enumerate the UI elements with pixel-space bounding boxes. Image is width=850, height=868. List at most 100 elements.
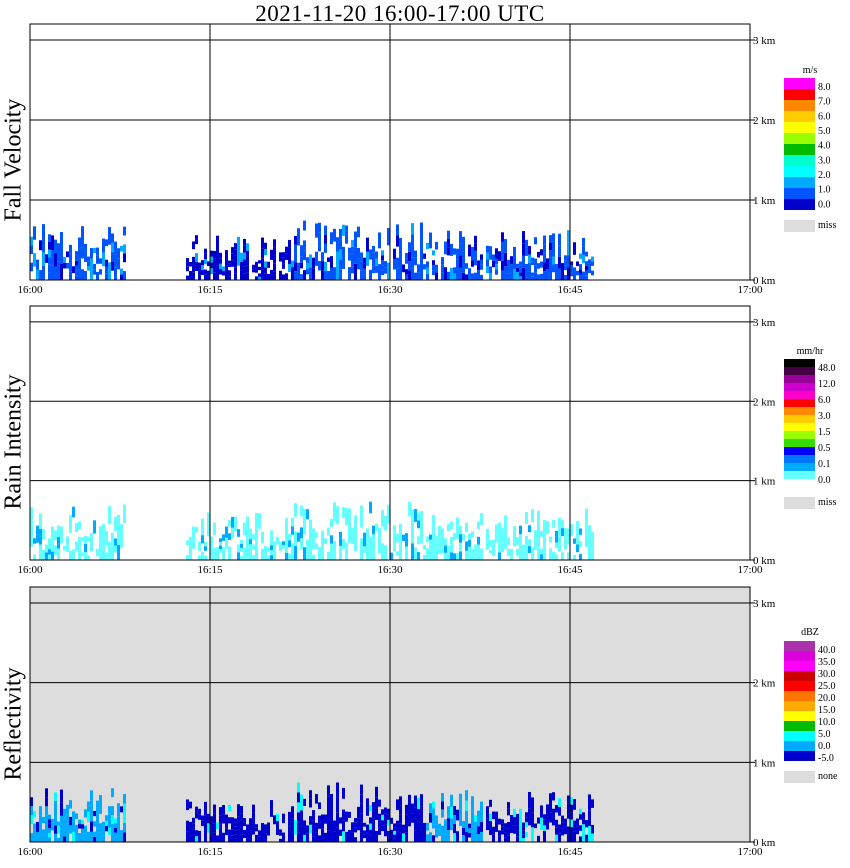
echo-cell bbox=[318, 822, 321, 829]
echo-cell bbox=[567, 795, 570, 804]
echo-cell bbox=[579, 269, 582, 275]
echo-cell bbox=[249, 549, 252, 555]
echo-cell bbox=[510, 815, 513, 825]
echo-cell bbox=[504, 832, 507, 838]
echo-cell bbox=[264, 261, 267, 268]
echo-cell bbox=[423, 554, 426, 560]
echo-cell bbox=[90, 248, 93, 259]
echo-cell bbox=[453, 273, 456, 280]
echo-cell bbox=[300, 794, 303, 811]
legend-label: 48.0 bbox=[818, 363, 836, 374]
legend-swatch bbox=[784, 455, 815, 463]
echo-cell bbox=[309, 254, 312, 268]
echo-cell bbox=[237, 236, 240, 252]
echo-cell bbox=[366, 237, 369, 252]
echo-cell bbox=[39, 544, 42, 553]
echo-cell bbox=[396, 551, 399, 556]
y-tick-label: 0 km bbox=[753, 275, 776, 287]
echo-cell bbox=[510, 824, 513, 834]
echo-cell bbox=[555, 834, 558, 842]
echo-cell bbox=[288, 247, 291, 256]
echo-cell bbox=[321, 542, 324, 549]
echo-cell bbox=[348, 508, 351, 526]
echo-cell bbox=[360, 549, 363, 560]
x-tick-label: 16:30 bbox=[377, 284, 403, 296]
echo-cell bbox=[489, 799, 492, 807]
echo-cell bbox=[360, 822, 363, 833]
echo-cell bbox=[489, 813, 492, 821]
legend-label: 0.0 bbox=[818, 741, 831, 752]
legend-swatch bbox=[784, 671, 815, 681]
echo-cell bbox=[114, 516, 117, 524]
echo-cell bbox=[525, 247, 528, 256]
echo-cell bbox=[303, 270, 306, 280]
echo-cell bbox=[564, 549, 567, 560]
echo-cell bbox=[228, 817, 231, 824]
echo-cell bbox=[378, 232, 381, 249]
echo-cell bbox=[198, 546, 201, 551]
echo-cell bbox=[507, 835, 510, 842]
echo-cell bbox=[288, 263, 291, 272]
echo-cell bbox=[249, 528, 252, 534]
echo-cell bbox=[372, 810, 375, 819]
echo-cell bbox=[93, 520, 96, 534]
echo-cell bbox=[504, 526, 507, 538]
echo-cell bbox=[342, 246, 345, 258]
echo-cell bbox=[375, 830, 378, 842]
echo-cell bbox=[462, 272, 465, 280]
echo-cell bbox=[474, 552, 477, 557]
y-tick-label: 1 km bbox=[753, 757, 776, 769]
echo-cell bbox=[228, 829, 231, 836]
echo-cell bbox=[291, 267, 294, 274]
echo-cell bbox=[579, 264, 582, 270]
echo-cell bbox=[567, 826, 570, 835]
echo-cell bbox=[312, 810, 315, 816]
echo-cell bbox=[75, 522, 78, 533]
echo-cell bbox=[33, 538, 36, 544]
echo-cell bbox=[261, 537, 264, 544]
echo-cell bbox=[552, 817, 555, 826]
echo-cell bbox=[369, 829, 372, 836]
echo-cell bbox=[99, 269, 102, 275]
echo-cell bbox=[333, 502, 336, 513]
echo-cell bbox=[96, 828, 99, 842]
echo-cell bbox=[462, 534, 465, 541]
echo-cell bbox=[102, 238, 105, 253]
echo-cell bbox=[297, 802, 300, 813]
echo-cell bbox=[381, 814, 384, 821]
echo-cell bbox=[288, 239, 291, 248]
echo-cell bbox=[408, 242, 411, 252]
echo-cell bbox=[549, 554, 552, 560]
echo-cell bbox=[234, 834, 237, 839]
echo-cell bbox=[438, 531, 441, 538]
echo-cell bbox=[585, 265, 588, 271]
echo-cell bbox=[435, 241, 438, 250]
echo-cell bbox=[507, 802, 510, 809]
legend-label: 5.0 bbox=[818, 126, 831, 137]
echo-cell bbox=[513, 539, 516, 547]
echo-cell bbox=[585, 275, 588, 280]
echo-cell bbox=[357, 226, 360, 238]
echo-cell bbox=[558, 551, 561, 560]
y-tick-label: 3 km bbox=[753, 35, 776, 47]
echo-cell bbox=[105, 538, 108, 546]
echo-cell bbox=[573, 242, 576, 255]
echo-cell bbox=[357, 818, 360, 831]
y-tick-label: 3 km bbox=[753, 598, 776, 610]
echo-cell bbox=[429, 554, 432, 560]
legend-swatch bbox=[784, 391, 815, 399]
echo-cell bbox=[303, 798, 306, 807]
echo-cell bbox=[369, 269, 372, 280]
echo-cell bbox=[243, 273, 246, 280]
echo-cell bbox=[387, 808, 390, 815]
echo-cell bbox=[114, 241, 117, 255]
echo-cell bbox=[492, 543, 495, 548]
echo-cell bbox=[198, 268, 201, 275]
echo-cell bbox=[81, 828, 84, 834]
echo-cell bbox=[417, 512, 420, 521]
echo-cell bbox=[549, 242, 552, 251]
echo-cell bbox=[552, 256, 555, 265]
echo-cell bbox=[213, 250, 216, 259]
legend-swatch bbox=[784, 431, 815, 439]
